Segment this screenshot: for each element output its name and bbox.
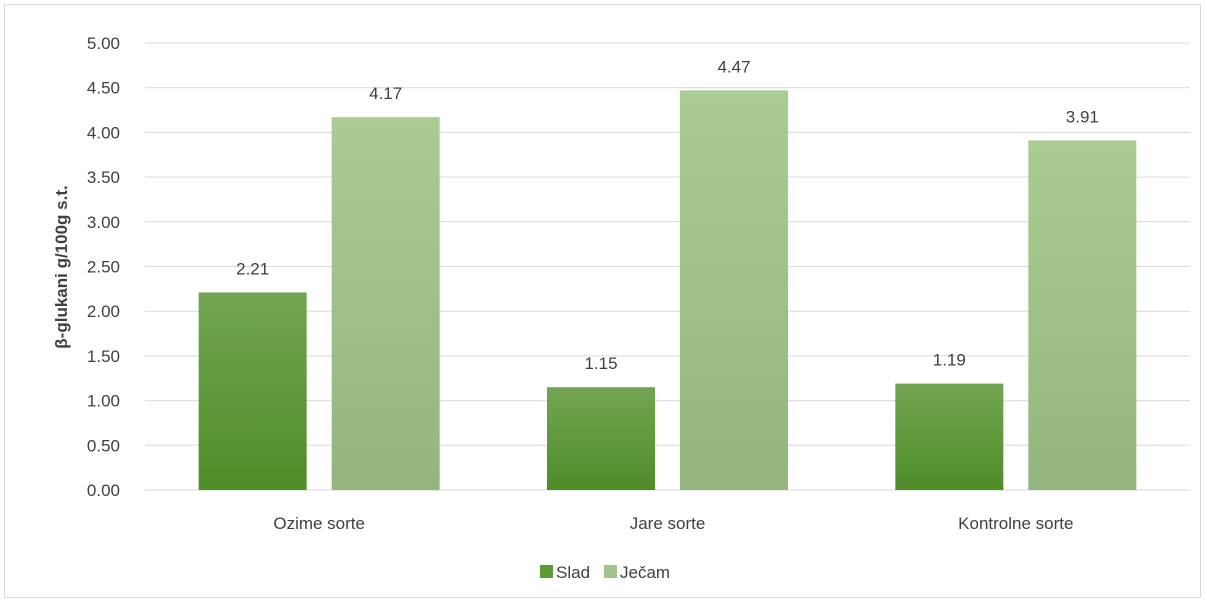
legend-swatch [540,565,553,578]
data-label: 1.15 [584,354,617,373]
gridlines [145,42,1190,491]
y-tick-label: 4.50 [87,79,120,98]
bars [198,90,1137,491]
data-labels: 2.21 4.17 1.15 4.47 1.19 3.91 [236,57,1099,373]
y-tick-label: 2.50 [87,258,120,277]
bar-jecam [680,90,788,490]
legend-swatch [604,565,617,578]
bar-jecam [331,117,440,491]
y-tick-label: 4.00 [87,123,120,142]
y-tick-label: 0.50 [87,436,120,455]
x-category-label: Kontrolne sorte [958,514,1073,533]
data-label: 2.21 [236,259,269,278]
y-axis-title: β-glukani g/100g s.t. [52,185,71,348]
bar-slad [895,383,1004,490]
y-tick-label: 5.00 [87,34,120,53]
y-tick-label: 1.00 [87,392,120,411]
legend-label: Slad [556,563,590,582]
legend-label: Ječam [620,563,670,582]
bar-jecam [1028,140,1137,491]
y-tick-label: 3.50 [87,168,120,187]
bar-slad [198,292,307,490]
y-tick-label: 0.00 [87,481,120,500]
data-label: 4.47 [717,57,750,76]
y-tick-label: 3.00 [87,213,120,232]
y-tick-label: 1.50 [87,347,120,366]
x-category-label: Ozime sorte [273,514,365,533]
x-axis-categories: Ozime sorte Jare sorte Kontrolne sorte [273,514,1073,533]
data-label: 4.17 [369,84,402,103]
x-category-label: Jare sorte [630,514,706,533]
y-tick-label: 2.00 [87,302,120,321]
data-label: 1.19 [933,351,966,370]
bar-slad [547,387,655,490]
legend: Slad Ječam [540,563,670,582]
y-axis-ticks: 0.00 0.50 1.00 1.50 2.00 2.50 3.00 3.50 4.00 4.50… [87,34,120,500]
data-label: 3.91 [1066,107,1099,126]
